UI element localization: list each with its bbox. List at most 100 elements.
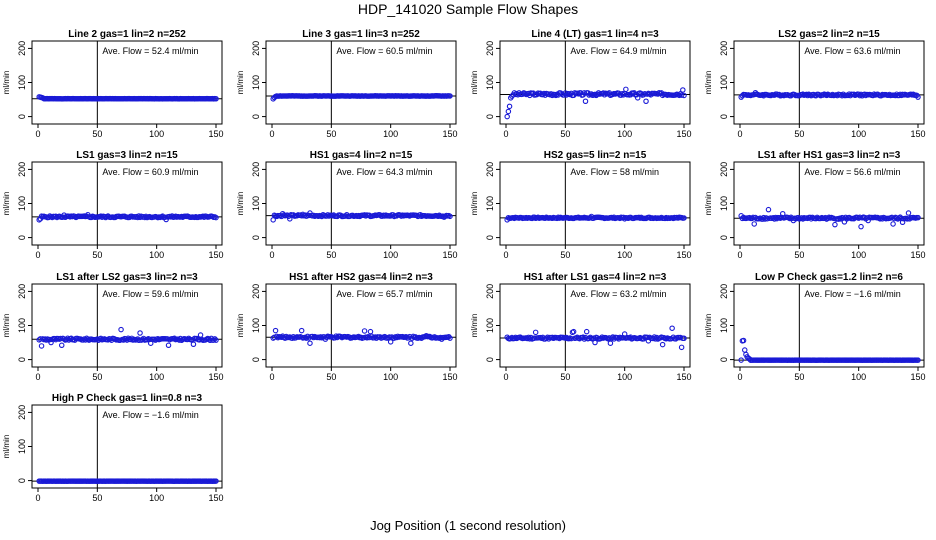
data-point — [505, 108, 512, 115]
data-point — [583, 328, 590, 335]
panel-title: LS1 after LS2 gas=3 lin=2 n=3 — [56, 272, 198, 283]
x-tick-label: 50 — [794, 372, 804, 382]
data-point — [765, 206, 772, 213]
y-tick-label: 100 — [251, 196, 261, 211]
data-point — [272, 327, 279, 334]
panel-plot: LS1 after LS2 gas=3 lin=2 n=3 ml/min 0 50 10… — [2, 272, 224, 382]
y-tick-label: 0 — [251, 357, 261, 362]
x-tick-label: 100 — [149, 250, 164, 260]
y-axis-label: ml/min — [704, 314, 713, 338]
y-tick-label: 100 — [17, 439, 27, 454]
average-flow-annotation: Ave. Flow = 63.6 ml/min — [804, 46, 900, 56]
x-tick-label: 100 — [851, 372, 866, 382]
data-point — [532, 329, 539, 336]
chart-panel: LS1 gas=3 lin=2 n=15 ml/min 0 50 100 150 0 100 2… — [0, 141, 234, 263]
x-tick-label: 150 — [442, 250, 457, 260]
x-tick-label: 0 — [503, 372, 508, 382]
y-tick-label: 200 — [485, 284, 495, 299]
data-point — [298, 327, 305, 334]
average-flow-annotation: Ave. Flow = 52.4 ml/min — [102, 46, 198, 56]
chart-panel: LS1 after LS2 gas=3 lin=2 n=3 ml/min 0 50 10… — [0, 263, 234, 385]
data-point — [197, 332, 204, 338]
x-tick-label: 150 — [676, 250, 691, 260]
data-point — [48, 339, 54, 346]
x-tick-label: 50 — [794, 250, 804, 260]
y-tick-label: 100 — [251, 75, 261, 90]
panel-plot: HS1 after HS2 gas=4 lin=2 n=3 ml/min 0 50 10… — [236, 272, 458, 382]
data-point — [915, 357, 921, 363]
data-point — [57, 335, 64, 342]
data-point — [553, 92, 559, 99]
y-tick-label: 0 — [485, 235, 495, 240]
panel-title: High P Check gas=1 lin=0.8 n=3 — [52, 393, 203, 404]
data-point — [447, 213, 453, 220]
panel-plot: LS1 gas=3 lin=2 n=15 ml/min 0 50 100 150 0 100 2… — [2, 150, 224, 260]
y-tick-label: 200 — [17, 41, 27, 56]
y-tick-label: 0 — [17, 114, 27, 119]
data-point — [387, 339, 394, 345]
chart-panel: Line 4 (LT) gas=1 lin=4 n=3 ml/min 0 50 100 1… — [468, 20, 702, 142]
data-point — [213, 478, 219, 484]
data-point — [678, 92, 685, 98]
x-tick-label: 0 — [35, 493, 40, 503]
chart-panel: High P Check gas=1 lin=0.8 n=3 ml/min 0 50 1… — [0, 384, 234, 506]
data-point — [623, 86, 629, 93]
data-point — [659, 341, 666, 348]
data-point — [738, 357, 744, 363]
data-point — [677, 334, 684, 341]
x-tick-label: 100 — [617, 372, 632, 382]
data-point — [504, 113, 510, 120]
panel-plot: Line 3 gas=1 lin=3 n=252 ml/min 0 50 100 150 0… — [236, 29, 458, 139]
panel-plot: Low P Check gas=1.2 lin=2 n=6 ml/min 0 50 10… — [704, 272, 926, 382]
panel-title: Line 4 (LT) gas=1 lin=4 n=3 — [531, 29, 659, 40]
x-tick-label: 100 — [617, 250, 632, 260]
data-point — [38, 343, 45, 349]
data-point — [605, 336, 611, 342]
x-tick-label: 0 — [35, 129, 40, 139]
data-point — [506, 103, 513, 110]
data-point — [408, 340, 414, 346]
x-tick-label: 0 — [737, 372, 742, 382]
y-tick-label: 100 — [485, 196, 495, 211]
y-axis-label: ml/min — [470, 71, 479, 95]
data-point — [63, 336, 70, 343]
y-tick-label: 0 — [17, 478, 27, 483]
panel-plot: LS2 gas=2 lin=2 n=15 ml/min 0 50 100 150 0 100 2… — [704, 29, 926, 139]
x-tick-label: 50 — [92, 129, 102, 139]
panel-title: LS2 gas=2 lin=2 n=15 — [778, 29, 880, 40]
data-point — [838, 216, 844, 222]
x-tick-label: 50 — [92, 250, 102, 260]
y-tick-label: 200 — [17, 162, 27, 177]
chart-panel: HS1 after LS1 gas=4 lin=2 n=3 ml/min 0 50 10… — [468, 263, 702, 385]
data-point — [447, 335, 453, 341]
data-point — [681, 92, 687, 99]
data-point — [136, 337, 142, 344]
x-tick-label: 0 — [737, 129, 742, 139]
average-flow-annotation: Ave. Flow = 64.9 ml/min — [570, 46, 666, 56]
y-axis-label: ml/min — [704, 192, 713, 216]
data-point — [302, 212, 308, 218]
data-point — [905, 210, 912, 216]
panel-plot: High P Check gas=1 lin=0.8 n=3 ml/min 0 50 1… — [2, 393, 224, 503]
data-point — [307, 340, 313, 346]
average-flow-annotation: Ave. Flow = 65.7 ml/min — [336, 289, 432, 299]
panel-plot: HS1 after LS1 gas=4 lin=2 n=3 ml/min 0 50 10… — [470, 272, 692, 382]
data-point — [43, 337, 50, 343]
x-tick-label: 50 — [326, 250, 336, 260]
data-point — [507, 335, 514, 342]
y-axis-label: ml/min — [704, 71, 713, 95]
x-tick-label: 100 — [149, 129, 164, 139]
x-tick-label: 0 — [269, 250, 274, 260]
data-point — [36, 217, 42, 223]
y-tick-label: 200 — [719, 284, 729, 299]
x-tick-label: 50 — [794, 129, 804, 139]
panel-plot: Line 2 gas=1 lin=2 n=252 ml/min 0 50 100 150 0… — [2, 29, 224, 139]
panel-title: LS1 gas=3 lin=2 n=15 — [76, 150, 178, 161]
data-point — [655, 91, 661, 97]
y-tick-label: 100 — [719, 75, 729, 90]
x-tick-label: 0 — [269, 372, 274, 382]
y-tick-label: 200 — [485, 162, 495, 177]
data-point — [98, 213, 104, 219]
y-tick-label: 200 — [485, 41, 495, 56]
data-point — [791, 91, 798, 98]
